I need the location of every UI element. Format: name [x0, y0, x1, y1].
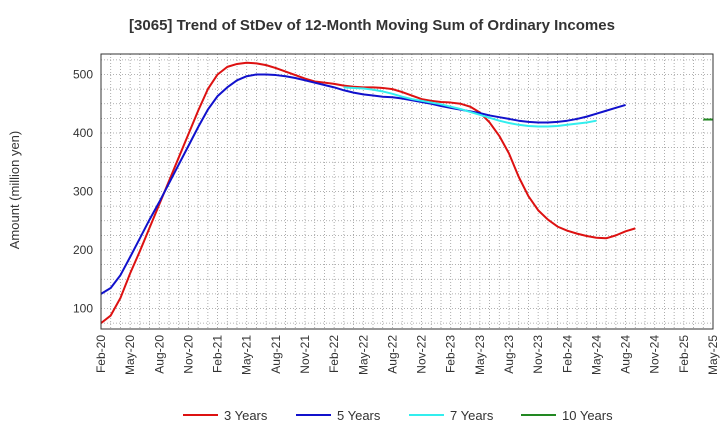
series-line-5-years: [100, 73, 626, 295]
x-tick-label: May-23: [473, 335, 487, 375]
legend: 3 Years 5 Years 7 Years 10 Years: [183, 408, 613, 423]
y-tick-label: 500: [73, 67, 93, 81]
x-tick-label: Nov-21: [298, 335, 312, 374]
series-lines: [100, 61, 713, 324]
x-tick-label: May-20: [123, 335, 137, 375]
x-tick-label: Aug-20: [152, 335, 166, 374]
grid: [101, 54, 713, 329]
y-axis-label: Amount (million yen): [7, 131, 22, 250]
x-tick-label: May-24: [589, 335, 603, 375]
series-line-7-years: [343, 86, 597, 128]
x-tick-label: Feb-22: [327, 335, 341, 373]
y-tick-label: 100: [73, 302, 93, 316]
x-tick-label: Aug-24: [619, 335, 633, 374]
x-tick-label: May-21: [240, 335, 254, 375]
y-ticks: 100 200 300 400 500: [73, 67, 93, 315]
legend-label: 7 Years: [450, 408, 494, 423]
legend-label: 3 Years: [224, 408, 268, 423]
x-tick-label: Nov-20: [181, 335, 195, 374]
legend-label: 5 Years: [337, 408, 381, 423]
x-tick-label: Feb-20: [94, 335, 108, 373]
x-tick-label: Feb-24: [560, 335, 574, 373]
y-tick-label: 300: [73, 185, 93, 199]
chart-title: [3065] Trend of StDev of 12-Month Moving…: [129, 17, 615, 34]
x-ticks: Feb-20 May-20 Aug-20 Nov-20 Feb-21 May-21 Aug-…: [94, 335, 720, 375]
x-tick-label: Aug-21: [269, 335, 283, 374]
y-tick-label: 200: [73, 243, 93, 257]
legend-label: 10 Years: [562, 408, 613, 423]
x-tick-label: Nov-22: [415, 335, 429, 374]
series-line-3-years: [100, 61, 636, 324]
y-tick-label: 400: [73, 126, 93, 140]
x-tick-label: Feb-21: [211, 335, 225, 373]
x-tick-label: Nov-24: [648, 335, 662, 374]
x-tick-label: Aug-22: [385, 335, 399, 374]
x-tick-label: Aug-23: [502, 335, 516, 374]
x-tick-label: Feb-25: [677, 335, 691, 373]
x-tick-label: May-25: [706, 335, 720, 375]
x-tick-label: Feb-23: [444, 335, 458, 373]
plot-frame: [100, 53, 714, 330]
x-tick-label: Nov-23: [531, 335, 545, 374]
x-tick-label: May-22: [356, 335, 370, 375]
